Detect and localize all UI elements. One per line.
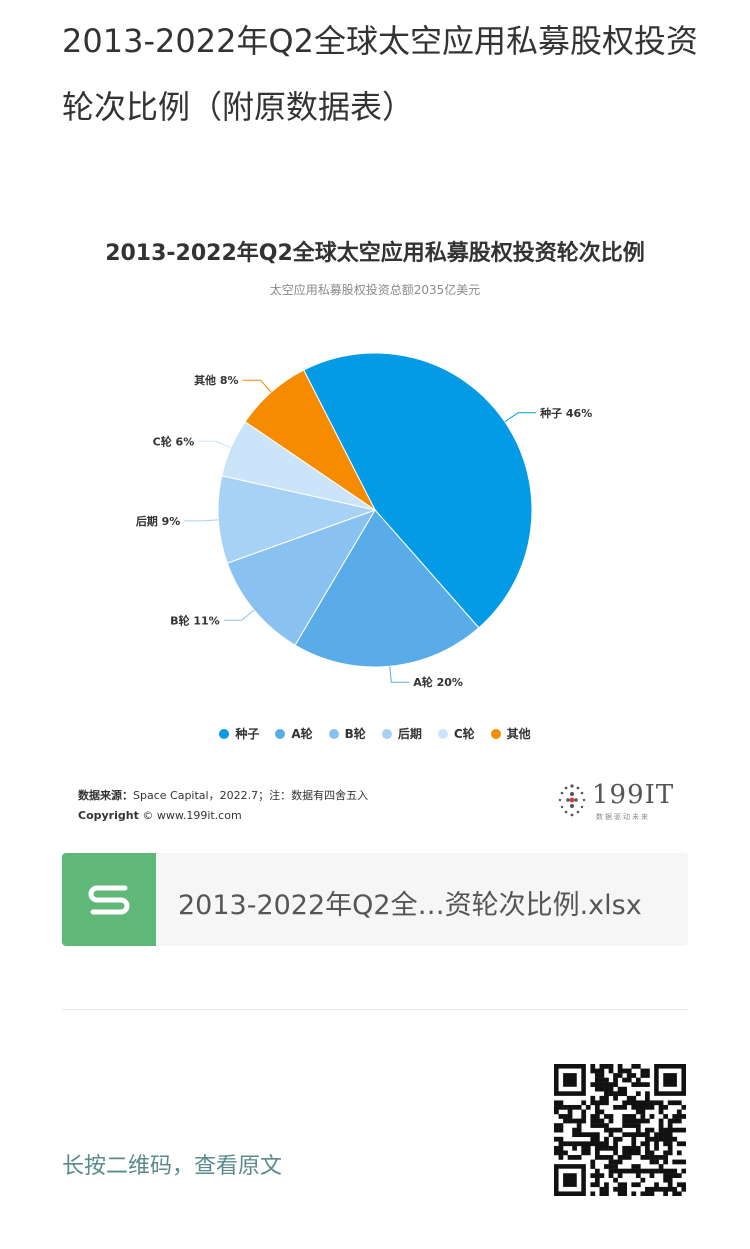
pie-leader-1: [389, 666, 410, 683]
attachment-file-name: 2013-2022年Q2全…资轮次比例.xlsx: [178, 890, 642, 921]
brand-dots-icon: [558, 784, 586, 817]
pie-leader-0: [504, 412, 537, 423]
pie-label-1: A轮 20%: [413, 675, 463, 689]
pie-slice-3: [217, 475, 377, 564]
legend-item-1: A轮: [275, 725, 313, 742]
legend-label-3: 后期: [397, 727, 422, 741]
divider: [62, 1009, 688, 1010]
pie-label-0: 种子 46%: [539, 406, 592, 420]
pie-leader-3: [184, 519, 219, 522]
legend-item-0: 种子: [219, 725, 259, 742]
legend-swatch-3: [381, 728, 392, 739]
legend-item-4: C轮: [437, 725, 475, 742]
legend-label-0: 种子: [235, 727, 260, 741]
brand-logo-sub: 数据驱动未来: [596, 813, 650, 821]
brand-logo-text: 199IT: [592, 780, 675, 810]
copyright-label: Copyright: [78, 809, 139, 822]
qr-hint: 长按二维码，查看原文: [62, 1154, 283, 1179]
chart-image: 2013-2022年Q2全球太空应用私募股权投资轮次比例 太空应用私募股权投资总…: [62, 215, 688, 840]
pie-leader-4: [198, 440, 232, 449]
brand-logo: 199IT 数据驱动未来: [552, 780, 682, 826]
pie-chart: 种子 46% A轮 20% B轮 11% 后期 9% C轮 6% 其他 8%: [136, 352, 592, 689]
copyright-line: Copyright © www.199it.com: [78, 806, 368, 826]
legend-label-2: B轮: [344, 727, 366, 741]
copyright-text: © www.199it.com: [142, 809, 242, 822]
pie-leader-5: [242, 379, 272, 393]
legend-label-5: 其他: [506, 727, 531, 741]
legend-label-4: C轮: [453, 727, 475, 741]
legend-item-2: B轮: [328, 725, 366, 742]
chart-title: 2013-2022年Q2全球太空应用私募股权投资轮次比例: [105, 241, 645, 266]
pie-slice-2: [226, 509, 377, 646]
legend-item-5: 其他: [490, 725, 531, 742]
pie-slice-1: [294, 509, 480, 668]
pie-leader-2: [223, 609, 255, 621]
spreadsheet-icon: [62, 853, 156, 946]
legend-swatch-5: [490, 728, 501, 739]
chart-subtitle: 太空应用私募股权投资总额2035亿美元: [269, 283, 481, 297]
qr-code-icon[interactable]: [554, 1064, 686, 1196]
legend-swatch-0: [219, 728, 230, 739]
pie-label-2: B轮 11%: [170, 613, 220, 627]
source-text: Space Capital，2022.7；注：数据有四舍五入: [133, 789, 369, 802]
pie-label-3: 后期 9%: [136, 514, 181, 528]
legend-swatch-1: [275, 728, 286, 739]
pie-label-4: C轮 6%: [153, 434, 195, 448]
legend-swatch-4: [437, 728, 448, 739]
chart-legend: 种子 A轮 B轮 后期 C轮 其他: [62, 725, 688, 742]
legend-swatch-2: [328, 728, 339, 739]
pie-label-5: 其他 8%: [194, 373, 239, 387]
pie-slice-0: [303, 352, 533, 629]
legend-item-3: 后期: [381, 725, 422, 742]
source-block: 数据来源：Space Capital，2022.7；注：数据有四舍五入 Copy…: [78, 786, 368, 826]
article-title: 2013-2022年Q2全球太空应用私募股权投资轮次比例（附原数据表）: [62, 22, 698, 126]
attachment-card[interactable]: 2013-2022年Q2全…资轮次比例.xlsx: [62, 853, 688, 946]
source-line: 数据来源：Space Capital，2022.7；注：数据有四舍五入: [78, 786, 368, 806]
source-label: 数据来源：: [78, 789, 133, 802]
legend-label-1: A轮: [291, 727, 313, 741]
spreadsheet-s-icon: [88, 885, 130, 914]
